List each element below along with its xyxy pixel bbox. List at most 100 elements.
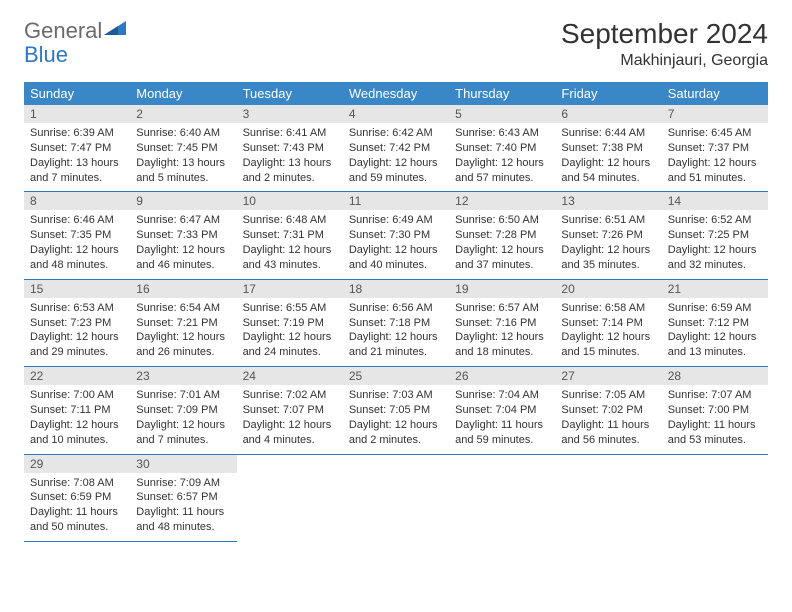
day-number: 15 <box>24 280 130 298</box>
sunrise-text: Sunrise: 7:05 AM <box>561 388 655 403</box>
sunrise-text: Sunrise: 6:43 AM <box>455 126 549 141</box>
weekday-thursday: Thursday <box>449 82 555 105</box>
day-number: 23 <box>130 367 236 385</box>
day-number: 20 <box>555 280 661 298</box>
calendar-day-cell <box>555 455 661 542</box>
sunset-text: Sunset: 7:12 PM <box>668 316 762 331</box>
day-number: 16 <box>130 280 236 298</box>
sunrise-text: Sunrise: 6:58 AM <box>561 301 655 316</box>
day-number: 29 <box>24 455 130 473</box>
day-number: 19 <box>449 280 555 298</box>
sunset-text: Sunset: 6:57 PM <box>136 490 230 505</box>
calendar-day-cell: 2 Sunrise: 6:40 AMSunset: 7:45 PMDaylight… <box>130 105 236 192</box>
day-info: Sunrise: 6:58 AMSunset: 7:14 PMDaylight:… <box>555 301 661 360</box>
calendar-day-cell: 18Sunrise: 6:56 AMSunset: 7:18 PMDayligh… <box>343 280 449 367</box>
daylight-text: Daylight: 12 hours and 24 minutes. <box>243 330 337 360</box>
calendar-day-cell: 9Sunrise: 6:47 AMSunset: 7:33 PMDaylight… <box>130 192 236 279</box>
calendar-day-cell: 26Sunrise: 7:04 AMSunset: 7:04 PMDayligh… <box>449 367 555 454</box>
weekday-wednesday: Wednesday <box>343 82 449 105</box>
sunset-text: Sunset: 7:19 PM <box>243 316 337 331</box>
day-number: 6 <box>555 105 661 123</box>
sunrise-text: Sunrise: 7:04 AM <box>455 388 549 403</box>
sunrise-text: Sunrise: 6:54 AM <box>136 301 230 316</box>
day-info: Sunrise: 7:01 AMSunset: 7:09 PMDaylight:… <box>130 388 236 447</box>
day-info: Sunrise: 6:46 AMSunset: 7:35 PMDaylight:… <box>24 213 130 272</box>
day-number: 17 <box>237 280 343 298</box>
logo-text-blue: Blue <box>24 42 68 68</box>
sunset-text: Sunset: 7:47 PM <box>30 141 124 156</box>
day-number: 30 <box>130 455 236 473</box>
day-info: Sunrise: 6:44 AMSunset: 7:38 PMDaylight:… <box>555 126 661 185</box>
day-info: Sunrise: 6:41 AMSunset: 7:43 PMDaylight:… <box>237 126 343 185</box>
calendar-day-cell: 29 Sunrise: 7:08 AMSunset: 6:59 PMDayligh… <box>24 455 130 542</box>
sunset-text: Sunset: 7:35 PM <box>30 228 124 243</box>
calendar-day-cell <box>343 455 449 542</box>
sunrise-text: Sunrise: 6:50 AM <box>455 213 549 228</box>
day-info: Sunrise: 7:09 AMSunset: 6:57 PMDaylight:… <box>130 476 236 535</box>
day-number: 1 <box>24 105 130 123</box>
sunset-text: Sunset: 7:30 PM <box>349 228 443 243</box>
daylight-text: Daylight: 12 hours and 35 minutes. <box>561 243 655 273</box>
daylight-text: Daylight: 12 hours and 54 minutes. <box>561 156 655 186</box>
page-header: General September 2024 Makhinjauri, Geor… <box>24 18 768 70</box>
daylight-text: Daylight: 12 hours and 37 minutes. <box>455 243 549 273</box>
day-number: 12 <box>449 192 555 210</box>
day-info: Sunrise: 6:51 AMSunset: 7:26 PMDaylight:… <box>555 213 661 272</box>
day-info: Sunrise: 7:08 AMSunset: 6:59 PMDaylight:… <box>24 476 130 535</box>
daylight-text: Daylight: 13 hours and 7 minutes. <box>30 156 124 186</box>
sunset-text: Sunset: 7:40 PM <box>455 141 549 156</box>
calendar-day-cell: 7Sunrise: 6:45 AMSunset: 7:37 PMDaylight… <box>662 105 768 192</box>
day-info: Sunrise: 7:03 AMSunset: 7:05 PMDaylight:… <box>343 388 449 447</box>
calendar-day-cell: 3Sunrise: 6:41 AMSunset: 7:43 PMDaylight… <box>237 105 343 192</box>
daylight-text: Daylight: 12 hours and 57 minutes. <box>455 156 549 186</box>
day-number: 7 <box>662 105 768 123</box>
sunset-text: Sunset: 7:09 PM <box>136 403 230 418</box>
sunset-text: Sunset: 7:37 PM <box>668 141 762 156</box>
daylight-text: Daylight: 12 hours and 59 minutes. <box>349 156 443 186</box>
calendar-day-cell: 13Sunrise: 6:51 AMSunset: 7:26 PMDayligh… <box>555 192 661 279</box>
daylight-text: Daylight: 12 hours and 48 minutes. <box>30 243 124 273</box>
calendar-day-cell: 25Sunrise: 7:03 AMSunset: 7:05 PMDayligh… <box>343 367 449 454</box>
sunrise-text: Sunrise: 6:41 AM <box>243 126 337 141</box>
logo: General <box>24 18 126 44</box>
month-title: September 2024 <box>561 18 768 50</box>
sunset-text: Sunset: 7:07 PM <box>243 403 337 418</box>
sunrise-text: Sunrise: 7:08 AM <box>30 476 124 491</box>
sunset-text: Sunset: 7:25 PM <box>668 228 762 243</box>
sunrise-text: Sunrise: 7:01 AM <box>136 388 230 403</box>
day-number: 8 <box>24 192 130 210</box>
sunrise-text: Sunrise: 6:46 AM <box>30 213 124 228</box>
day-number: 24 <box>237 367 343 385</box>
calendar-day-cell: 23 Sunrise: 7:01 AMSunset: 7:09 PMDayligh… <box>130 367 236 454</box>
day-info: Sunrise: 6:40 AMSunset: 7:45 PMDaylight:… <box>130 126 236 185</box>
calendar-day-cell: 20 Sunrise: 6:58 AMSunset: 7:14 PMDayligh… <box>555 280 661 367</box>
day-number: 28 <box>662 367 768 385</box>
daylight-text: Daylight: 12 hours and 32 minutes. <box>668 243 762 273</box>
sunset-text: Sunset: 7:05 PM <box>349 403 443 418</box>
daylight-text: Daylight: 11 hours and 53 minutes. <box>668 418 762 448</box>
day-info: Sunrise: 7:02 AMSunset: 7:07 PMDaylight:… <box>237 388 343 447</box>
calendar-day-cell: 30 Sunrise: 7:09 AMSunset: 6:57 PMDayligh… <box>130 455 236 542</box>
daylight-text: Daylight: 12 hours and 43 minutes. <box>243 243 337 273</box>
day-number: 27 <box>555 367 661 385</box>
sunset-text: Sunset: 7:42 PM <box>349 141 443 156</box>
calendar-day-cell: 5Sunrise: 6:43 AMSunset: 7:40 PMDaylight… <box>449 105 555 192</box>
calendar-day-cell: 6 Sunrise: 6:44 AMSunset: 7:38 PMDaylight… <box>555 105 661 192</box>
calendar-day-cell: 17Sunrise: 6:55 AMSunset: 7:19 PMDayligh… <box>237 280 343 367</box>
weekday-friday: Friday <box>555 82 661 105</box>
daylight-text: Daylight: 11 hours and 50 minutes. <box>30 505 124 535</box>
sunrise-text: Sunrise: 6:52 AM <box>668 213 762 228</box>
day-info: Sunrise: 6:49 AMSunset: 7:30 PMDaylight:… <box>343 213 449 272</box>
daylight-text: Daylight: 13 hours and 5 minutes. <box>136 156 230 186</box>
day-info: Sunrise: 6:48 AMSunset: 7:31 PMDaylight:… <box>237 213 343 272</box>
day-info: Sunrise: 6:56 AMSunset: 7:18 PMDaylight:… <box>343 301 449 360</box>
sunset-text: Sunset: 7:33 PM <box>136 228 230 243</box>
sunrise-text: Sunrise: 6:47 AM <box>136 213 230 228</box>
day-info: Sunrise: 6:47 AMSunset: 7:33 PMDaylight:… <box>130 213 236 272</box>
sunrise-text: Sunrise: 6:49 AM <box>349 213 443 228</box>
calendar-day-cell: 8 Sunrise: 6:46 AMSunset: 7:35 PMDaylight… <box>24 192 130 279</box>
day-number: 2 <box>130 105 236 123</box>
day-info: Sunrise: 6:50 AMSunset: 7:28 PMDaylight:… <box>449 213 555 272</box>
sunrise-text: Sunrise: 7:00 AM <box>30 388 124 403</box>
sunrise-text: Sunrise: 6:39 AM <box>30 126 124 141</box>
